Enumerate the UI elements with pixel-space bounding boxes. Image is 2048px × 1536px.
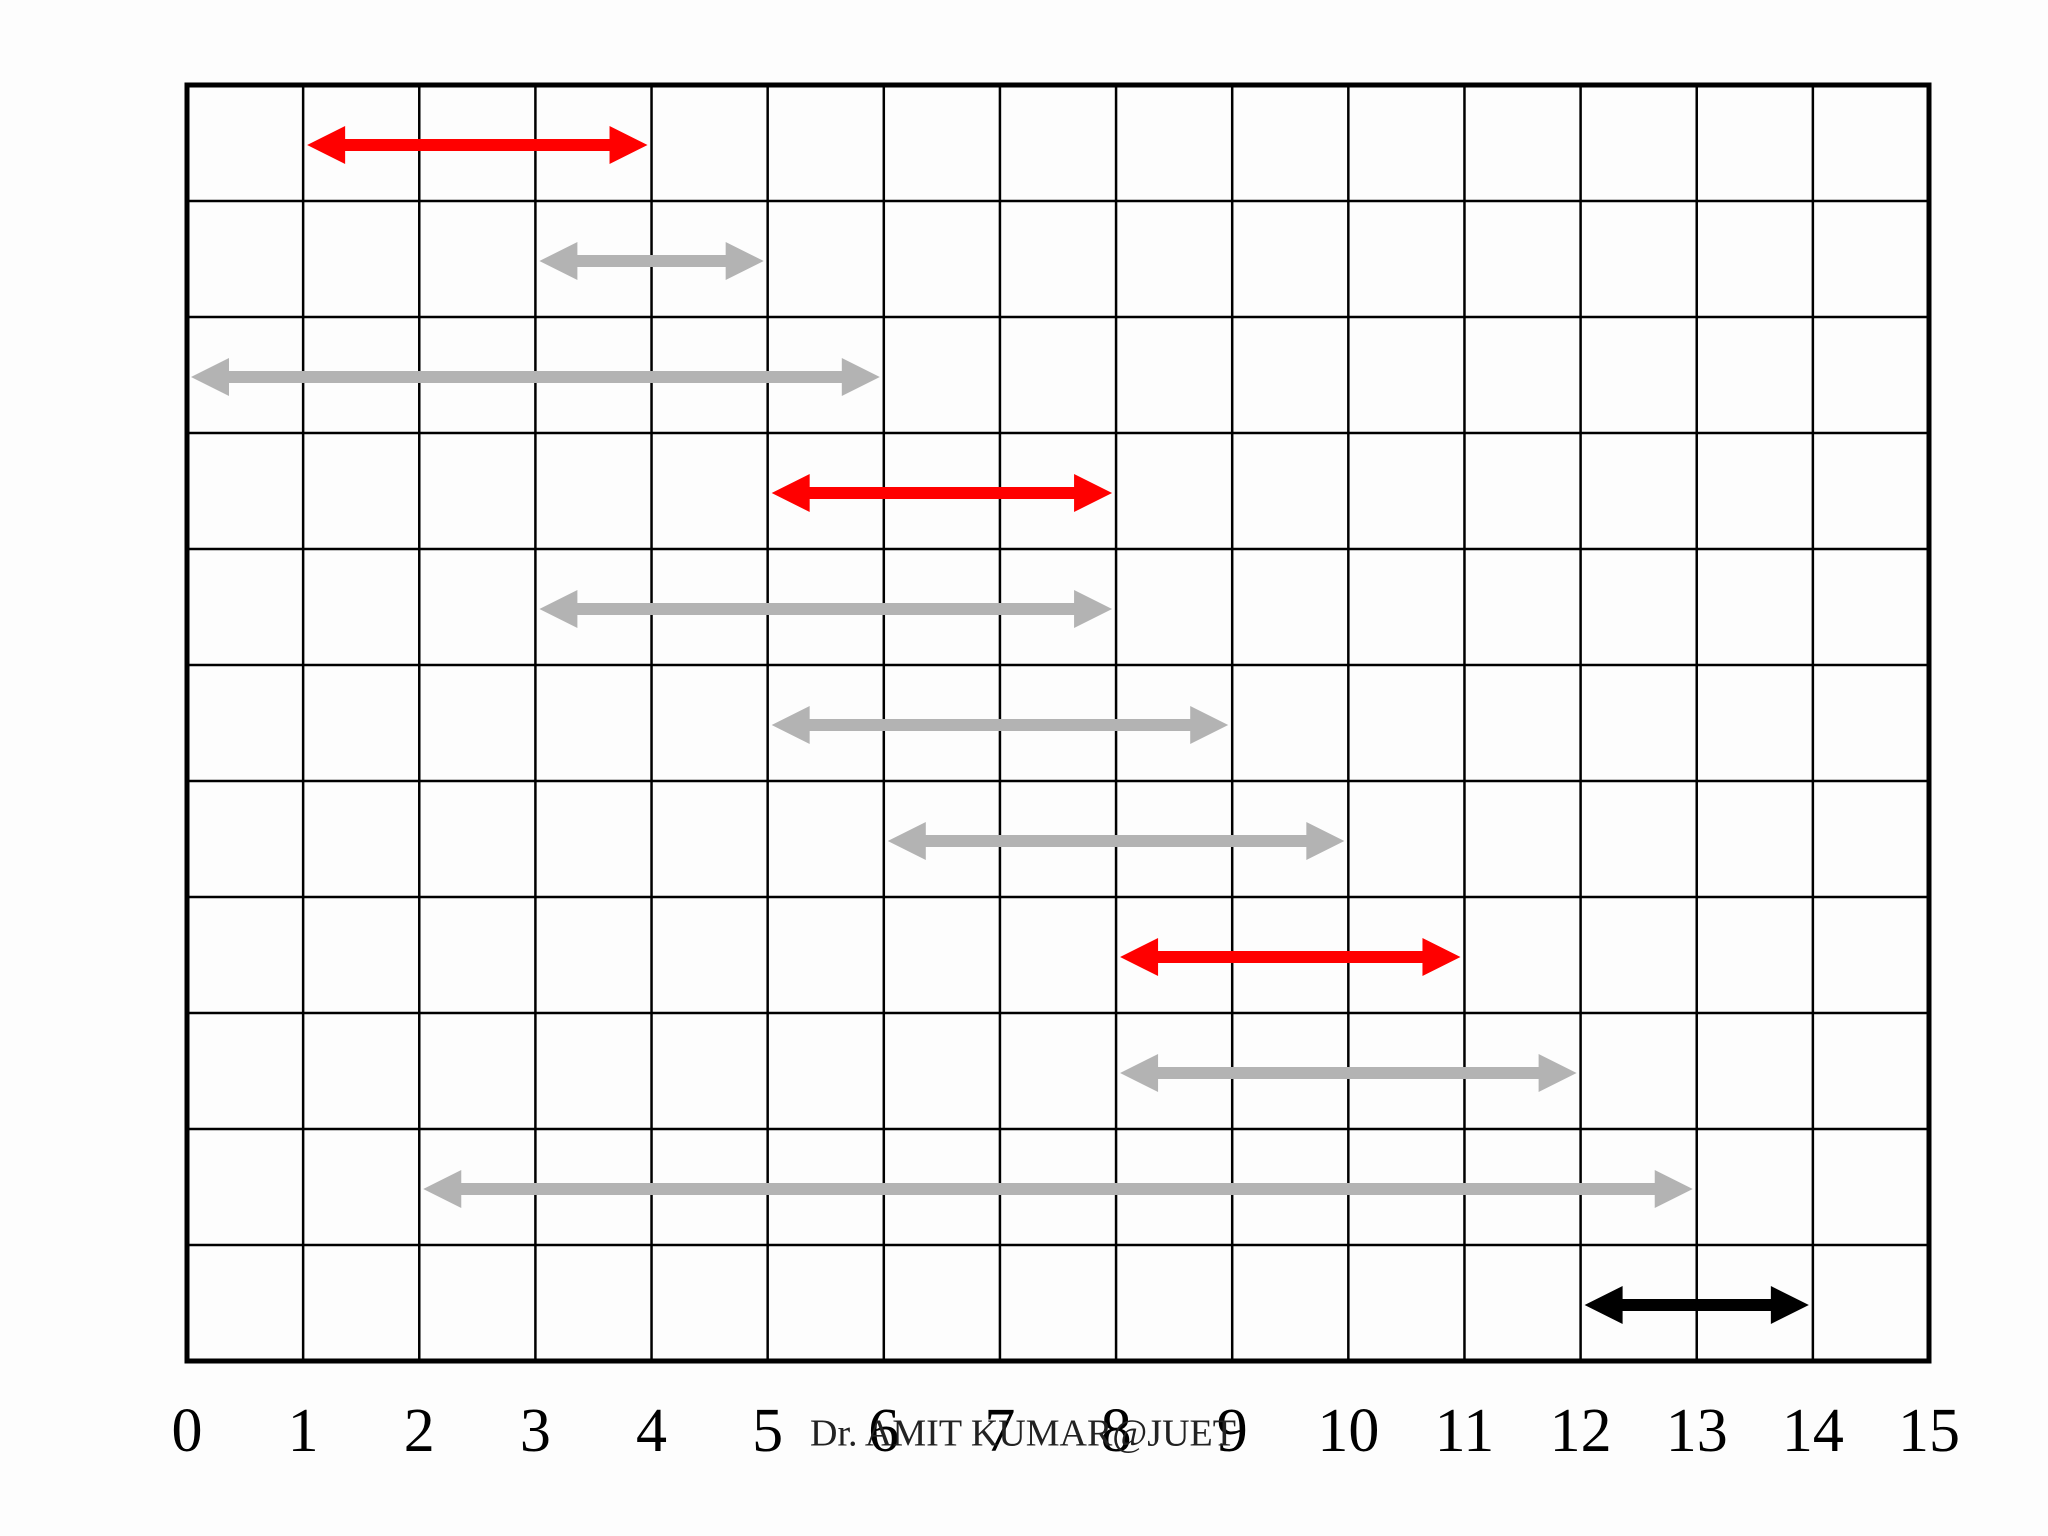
x-tick-label: 10 (1317, 1397, 1379, 1465)
interval-arrow (1120, 1054, 1577, 1092)
plot-border (184, 82, 1932, 1364)
x-tick-label: 6 (868, 1397, 899, 1465)
x-tick-label: 3 (520, 1397, 551, 1465)
intervals (191, 126, 1809, 1324)
interval-arrow (771, 474, 1113, 512)
x-tick-label: 8 (1101, 1397, 1132, 1465)
interval-arrow (1120, 938, 1461, 976)
x-tick-label: 12 (1550, 1397, 1612, 1465)
x-tick-label: 2 (404, 1397, 435, 1465)
interval-arrow (771, 706, 1229, 744)
x-tick-label: 14 (1782, 1397, 1844, 1465)
x-tick-label: 0 (172, 1397, 203, 1465)
annotation: Dr. AMIT KUMAR@JUET (810, 1413, 1236, 1455)
x-tick-label: 15 (1898, 1397, 1960, 1465)
interval-arrow (887, 822, 1345, 860)
x-tick-label: 13 (1666, 1397, 1728, 1465)
x-tick-label: 11 (1435, 1397, 1495, 1465)
interval-arrow (539, 590, 1113, 628)
interval-arrow (539, 242, 764, 280)
interval-arrow (1584, 1286, 1809, 1324)
x-tick-label: 4 (636, 1397, 667, 1465)
interval-arrow (307, 126, 648, 164)
x-tick-label: 9 (1217, 1397, 1248, 1465)
x-tick-label: 5 (752, 1397, 783, 1465)
interval-arrow (191, 358, 880, 396)
interval-arrow (423, 1170, 1693, 1208)
labels: 0 1 2 3 4 5 6 7 8 9 10 11 12 13 14 15 (172, 1397, 1961, 1465)
x-tick-label: 7 (984, 1397, 1015, 1465)
x-tick-label: 1 (288, 1397, 319, 1465)
grid (184, 82, 1932, 1364)
